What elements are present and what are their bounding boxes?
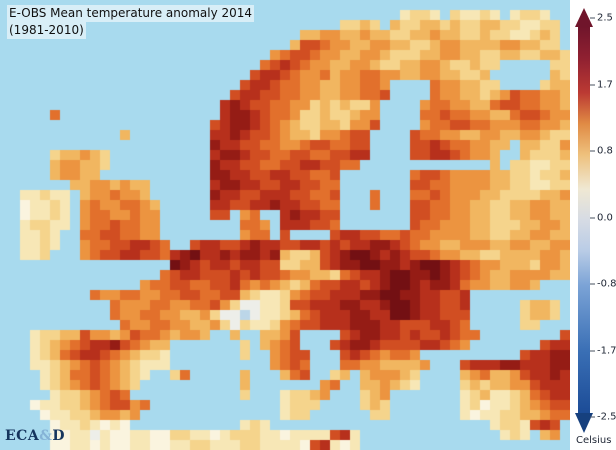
ecad-logo-ampersand: &: [39, 428, 53, 444]
ecad-logo: ECA&D: [5, 428, 65, 444]
colorbar-ticks: 2.5 1.7 0.8 0.0 -0.8 -1.7 -2.5: [571, 0, 616, 449]
colorbar-bar: [578, 27, 590, 413]
colorbar-tick: -2.5: [590, 412, 616, 423]
colorbar: 2.5 1.7 0.8 0.0 -0.8 -1.7 -2.5 Celsius: [571, 0, 616, 449]
colorbar-tick-mark: [590, 350, 595, 351]
colorbar-tick-mark: [590, 84, 595, 85]
colorbar-tick-mark: [590, 416, 595, 418]
colorbar-tick-mark: [590, 17, 595, 19]
colorbar-tick-label: 1.7: [597, 79, 613, 90]
colorbar-arrow-bottom: [575, 413, 593, 433]
map-title: E-OBS Mean temperature anomaly 2014 (198…: [7, 5, 255, 39]
colorbar-tick-mark: [590, 217, 595, 218]
colorbar-tick-mark: [590, 150, 595, 152]
ecad-logo-prefix: ECA: [5, 428, 40, 444]
colorbar-tick-label: 2.5: [597, 12, 613, 24]
colorbar-tick-label: 0.0: [597, 212, 613, 223]
map-title-line1: E-OBS Mean temperature anomaly 2014: [7, 5, 255, 22]
colorbar-tick: 2.5: [590, 13, 613, 24]
europe-anomaly-map: [0, 0, 570, 450]
colorbar-tick: 0.8: [590, 146, 613, 157]
colorbar-tick: 0.0: [590, 212, 613, 223]
colorbar-tick: 1.7: [590, 79, 613, 90]
colorbar-unit-label: Celsius: [576, 435, 612, 446]
colorbar-tick-label: -2.5: [597, 411, 616, 423]
colorbar-tick-label: -0.8: [597, 278, 616, 290]
ecad-logo-suffix: D: [52, 428, 65, 444]
colorbar-tick: -1.7: [590, 345, 616, 356]
map-title-line2: (1981-2010): [7, 22, 86, 39]
colorbar-tick-label: 0.8: [597, 145, 613, 157]
colorbar-tick-label: -1.7: [597, 345, 616, 356]
colorbar-tick-mark: [590, 283, 595, 285]
colorbar-arrow-top: [575, 8, 593, 27]
colorbar-tick: -0.8: [590, 279, 616, 290]
